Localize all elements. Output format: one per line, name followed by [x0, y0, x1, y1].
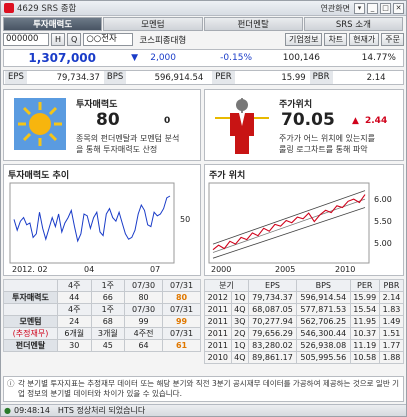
price-y-label-1: 6.00: [374, 195, 392, 204]
status-bar: ● 09:48:14 HTS 정상처리 되었습니다: [1, 404, 406, 416]
tab-momentum[interactable]: 모멘텀: [103, 17, 203, 31]
status-message: HTS 정상처리 되었습니다: [57, 406, 146, 415]
volume: 100,146: [282, 53, 320, 63]
fin-row[interactable]: 2011 1Q 83,280.02 526,938.08 11.19 1.77: [204, 339, 405, 352]
attractiveness-desc-1: 종목의 펀더멘탈과 모멘텀 분석: [76, 134, 180, 143]
price-position-desc-2: 룰링 로그차트를 통해 파악: [279, 145, 368, 154]
current-price-button[interactable]: 현재가: [349, 33, 380, 46]
price-position-panel: 주가위치 70.05 ▲ 2.44 주가가 어느 위치에 있는지를 룰링 로그차…: [204, 89, 404, 161]
tab-srs-intro[interactable]: SRS 소개: [303, 17, 403, 31]
price-chart-title: 주가 위치: [209, 171, 246, 181]
order-button[interactable]: 주문: [381, 33, 404, 46]
score-table: 4주 1주 07/30 07/31 투자매력도 44 66 80 80 4주 1…: [3, 279, 201, 352]
clock-icon: ●: [4, 406, 11, 415]
quote-bar: 1,307,000 ▼ 2,000 -0.15% 100,146 14.77%: [3, 49, 404, 67]
fin-row[interactable]: 2011 3Q 70,277.94 562,706.25 11.95 1.49: [204, 315, 405, 328]
pbr-value: 2.14: [366, 72, 386, 83]
current-price: 1,307,000: [28, 51, 96, 65]
eps-value: 79,734.37: [56, 72, 100, 83]
sun-icon: [14, 98, 66, 150]
disclaimer-text: 각 분기별 투자지표는 추정재무 데이터 또는 해당 분기와 직전 3분기 공시…: [18, 379, 400, 398]
app-icon: [4, 3, 14, 13]
tab-attractiveness[interactable]: 투자매력도: [3, 17, 103, 31]
person-gauge-icon: [215, 98, 269, 154]
price-position-score: 70.05: [281, 110, 335, 130]
price-position-title: 주가위치: [279, 100, 313, 110]
info-icon: ⓘ: [7, 379, 15, 388]
channel-line: [212, 198, 366, 253]
attractiveness-delta: 0: [164, 116, 171, 126]
price-change: 2,000: [150, 53, 176, 63]
toolbar: 000000 H Q ○○전자 코스피종대형 기업정보 차트 현재가 주문: [3, 32, 404, 47]
trend-chart-title: 투자매력도 추이: [8, 171, 70, 181]
price-x-label-1: 2000: [211, 265, 232, 274]
eps-label: EPS: [5, 71, 27, 84]
disclaimer-note: ⓘ 각 분기별 투자지표는 추정재무 데이터 또는 해당 분기와 직전 3분기 …: [3, 376, 404, 402]
trend-y-label: 50: [180, 215, 191, 224]
trend-x-label-2: 04: [84, 265, 95, 274]
score-row-fundamental[interactable]: 펀더멘탈 30 45 64 61: [3, 339, 201, 352]
change-rate: -0.15%: [220, 53, 252, 63]
price-y-label-3: 5.00: [374, 239, 392, 248]
fin-row[interactable]: 2011 4Q 68,087.05 577,871.53 15.54 1.83: [204, 303, 405, 316]
price-y-label-2: 5.50: [374, 217, 392, 226]
financial-table: 분기 EPS BPS PER PBR 2012 1Q 79,734.37 596,9…: [204, 279, 405, 364]
score-row-momentum[interactable]: 모멘텀 24 68 99 99: [3, 315, 201, 328]
attractiveness-desc-2: 을 통해 투자매력도 산정: [76, 145, 158, 154]
fin-row[interactable]: 2012 1Q 79,734.37 596,914.54 15.99 2.14: [204, 291, 405, 304]
per-label: PER: [212, 71, 235, 84]
price-x-label-3: 2010: [335, 265, 356, 274]
fin-row[interactable]: 2011 2Q 79,656.29 546,300.44 10.37 1.51: [204, 327, 405, 340]
attractiveness-title: 투자매력도: [76, 100, 118, 110]
chart-button[interactable]: 차트: [324, 33, 348, 46]
trend-x-label-3: 07: [150, 265, 161, 274]
price-line: [212, 194, 366, 251]
corp-info-button[interactable]: 기업정보: [284, 33, 323, 46]
up-arrow-icon: ▲: [352, 116, 359, 126]
close-button[interactable]: ✕: [393, 2, 404, 14]
price-position-desc-1: 주가가 어느 위치에 있는지를: [279, 134, 375, 143]
down-arrow-icon: ▼: [131, 53, 138, 63]
fin-row[interactable]: 2010 4Q 89,861.17 505,995.56 10.58 1.88: [204, 351, 405, 364]
channel-line: [212, 190, 366, 245]
pbr-label: PBR: [309, 71, 333, 84]
bps-label: BPS: [103, 71, 127, 84]
price-chart: [208, 182, 370, 264]
tab-fundamental[interactable]: 펀더멘탈: [203, 17, 303, 31]
score-subheader-row: 4주 1주 07/30 07/31: [3, 303, 201, 316]
history-button[interactable]: H: [51, 33, 66, 46]
stats-bar: EPS 79,734.37 BPS 596,914.54 PER 15.99 P…: [3, 70, 404, 85]
score-header-row: 4주 1주 07/30 07/31: [3, 279, 201, 292]
score-row-attractiveness[interactable]: 투자매력도 44 66 80 80: [3, 291, 201, 304]
price-chart-panel: 주가 위치 6.00 5.50 5.00 2000 2005 2010: [204, 164, 404, 276]
trend-line: [13, 195, 171, 243]
bps-value: 596,914.54: [154, 72, 204, 83]
window-title: 4629 SRS 종합: [17, 4, 77, 14]
volume-ratio: 14.77%: [361, 53, 396, 63]
trend-x-label-1: 2012. 02: [12, 265, 48, 274]
price-x-label-2: 2005: [275, 265, 296, 274]
channel-line: [212, 207, 366, 259]
minimize-button[interactable]: _: [367, 2, 378, 14]
tab-bar: 투자매력도 모멘텀 펀더멘탈 SRS 소개: [3, 17, 404, 31]
search-icon: Q: [71, 35, 78, 44]
sync-button[interactable]: ▾: [354, 2, 365, 14]
title-bar: 4629 SRS 종합 연관화면 ▾ _ □ ✕: [1, 1, 406, 16]
stock-name-field[interactable]: ○○전자: [83, 33, 134, 46]
maximize-button[interactable]: □: [380, 2, 391, 14]
trend-chart: [9, 182, 175, 264]
trend-chart-panel: 투자매력도 추이 50 2012. 02 04 07: [3, 164, 201, 276]
search-button[interactable]: Q: [67, 33, 82, 46]
score-subheader-row-2: (추정재무) 6개월 3개월 4주전 07/31: [3, 327, 201, 340]
per-value: 15.99: [281, 72, 306, 83]
price-position-delta: 2.44: [365, 116, 388, 126]
fin-header-row: 분기 EPS BPS PER PBR: [204, 279, 405, 292]
status-time: 09:48:14: [13, 406, 50, 415]
stock-code-input[interactable]: 000000: [3, 33, 49, 46]
related-screen-link[interactable]: 연관화면: [320, 3, 350, 13]
market-label: 코스피종대형: [139, 35, 187, 46]
attractiveness-panel: 투자매력도 80 0 종목의 펀더멘탈과 모멘텀 분석 을 통해 투자매력도 산…: [3, 89, 201, 161]
attractiveness-score: 80: [96, 110, 120, 130]
